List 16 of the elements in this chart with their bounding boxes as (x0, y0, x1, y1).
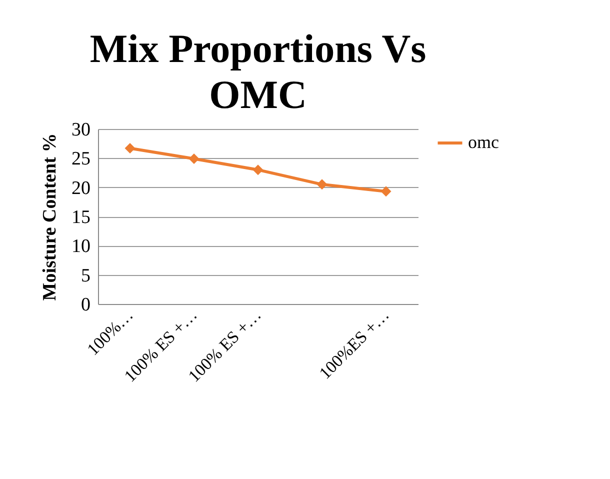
y-tick-label: 25 (72, 148, 90, 170)
text: Mix Proportions Vs (90, 26, 426, 71)
legend-label: omc (468, 132, 499, 152)
y-tick-label: 30 (72, 120, 90, 140)
point (124, 143, 136, 154)
y-tick-label: 5 (81, 265, 90, 286)
y-tick-label: 20 (72, 178, 90, 199)
y-axis-title: Moisture Content % (40, 133, 60, 301)
point (188, 154, 200, 164)
y-tick-label: 10 (72, 236, 90, 258)
point (380, 186, 392, 197)
y-tick-label: 0 (81, 294, 90, 316)
text: OMC (209, 72, 307, 117)
point (252, 164, 264, 176)
point (316, 179, 328, 190)
y-tick-label: 15 (72, 207, 90, 228)
